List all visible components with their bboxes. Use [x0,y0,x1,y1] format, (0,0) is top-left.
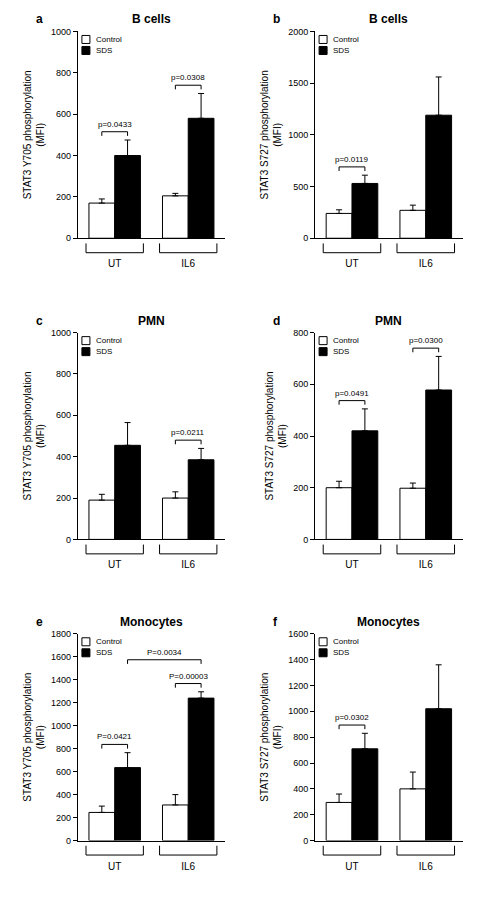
svg-text:B cells: B cells [132,12,171,26]
svg-text:800: 800 [56,369,71,379]
svg-text:1200: 1200 [51,698,71,708]
svg-text:600: 600 [293,379,308,389]
svg-text:UT: UT [108,861,121,872]
svg-text:p=0.0491: p=0.0491 [335,389,369,398]
svg-text:Control: Control [333,336,359,345]
svg-text:p=0.0300: p=0.0300 [409,336,443,345]
svg-text:SDS: SDS [333,46,349,55]
svg-text:2000: 2000 [288,27,308,37]
svg-text:200: 200 [56,813,71,823]
svg-text:600: 600 [56,410,71,420]
svg-text:IL6: IL6 [181,258,195,269]
svg-text:400: 400 [293,784,308,794]
svg-text:STAT3 S727 phosphorylation(MFI: STAT3 S727 phosphorylation(MFI) [264,371,288,500]
svg-text:200: 200 [56,192,71,202]
svg-text:Control: Control [96,336,122,345]
svg-text:Control: Control [333,35,359,44]
svg-text:f: f [273,615,278,629]
svg-text:400: 400 [293,431,308,441]
svg-text:UT: UT [345,559,358,570]
svg-text:0: 0 [66,535,71,545]
svg-text:SDS: SDS [96,648,112,657]
svg-text:SDS: SDS [333,648,349,657]
svg-text:800: 800 [293,732,308,742]
svg-text:Control: Control [96,35,122,44]
svg-text:UT: UT [108,258,121,269]
svg-text:600: 600 [56,767,71,777]
svg-text:200: 200 [293,483,308,493]
svg-text:UT: UT [345,861,358,872]
svg-text:800: 800 [56,744,71,754]
svg-text:STAT3 Y705 phosphorylation(MFI: STAT3 Y705 phosphorylation(MFI) [22,372,46,501]
svg-text:STAT3 Y705 phosphorylation(MFI: STAT3 Y705 phosphorylation(MFI) [22,70,46,199]
svg-text:STAT3 Y705 phosphorylation(MFI: STAT3 Y705 phosphorylation(MFI) [22,673,46,802]
svg-text:1500: 1500 [288,78,308,88]
svg-text:IL6: IL6 [181,861,195,872]
svg-text:d: d [273,314,280,328]
svg-text:SDS: SDS [96,347,112,356]
svg-text:P=0.0034: P=0.0034 [147,648,182,657]
svg-text:UT: UT [345,258,358,269]
svg-text:600: 600 [293,758,308,768]
svg-text:Monocytes: Monocytes [357,615,420,629]
svg-text:1800: 1800 [51,629,71,639]
svg-text:STAT3 S727 phosphorylation(MFI: STAT3 S727 phosphorylation(MFI) [259,673,283,802]
svg-text:200: 200 [56,493,71,503]
svg-text:800: 800 [293,328,308,338]
svg-text:800: 800 [56,68,71,78]
svg-text:p=0.0211: p=0.0211 [171,428,205,437]
svg-text:UT: UT [108,559,121,570]
svg-text:Control: Control [96,637,122,646]
svg-text:400: 400 [56,790,71,800]
svg-text:PMN: PMN [375,314,402,328]
svg-text:1000: 1000 [288,130,308,140]
svg-text:Control: Control [333,637,359,646]
svg-text:Monocytes: Monocytes [120,615,183,629]
svg-text:200: 200 [293,810,308,820]
svg-text:P=0.0421: P=0.0421 [97,732,132,741]
svg-text:a: a [36,12,43,26]
svg-text:p=0.0433: p=0.0433 [98,120,132,129]
svg-text:0: 0 [303,233,308,243]
svg-text:0: 0 [303,836,308,846]
svg-text:1600: 1600 [288,629,308,639]
svg-text:e: e [36,615,43,629]
svg-text:P=0.00003: P=0.00003 [169,672,208,681]
svg-text:p=0.0119: p=0.0119 [335,155,369,164]
svg-text:1000: 1000 [288,706,308,716]
svg-text:IL6: IL6 [181,559,195,570]
svg-text:0: 0 [303,535,308,545]
svg-text:c: c [36,314,43,328]
svg-text:0: 0 [66,836,71,846]
svg-text:p=0.0308: p=0.0308 [171,73,205,82]
svg-text:600: 600 [56,109,71,119]
svg-text:1000: 1000 [51,721,71,731]
svg-text:500: 500 [293,182,308,192]
svg-text:IL6: IL6 [419,861,433,872]
svg-text:1400: 1400 [288,655,308,665]
svg-text:IL6: IL6 [419,258,433,269]
svg-text:p=0.0302: p=0.0302 [335,713,369,722]
svg-text:1600: 1600 [51,652,71,662]
svg-text:400: 400 [56,452,71,462]
svg-text:b: b [273,12,280,26]
svg-text:1200: 1200 [288,681,308,691]
svg-text:STAT3 S727 phosphorylation(MFI: STAT3 S727 phosphorylation(MFI) [259,70,283,199]
svg-text:1000: 1000 [51,27,71,37]
svg-text:PMN: PMN [138,314,165,328]
svg-text:SDS: SDS [333,347,349,356]
svg-text:SDS: SDS [96,46,112,55]
svg-text:B cells: B cells [369,12,408,26]
svg-text:IL6: IL6 [419,559,433,570]
svg-text:1400: 1400 [51,675,71,685]
svg-text:1000: 1000 [51,328,71,338]
svg-text:400: 400 [56,151,71,161]
svg-text:0: 0 [66,233,71,243]
